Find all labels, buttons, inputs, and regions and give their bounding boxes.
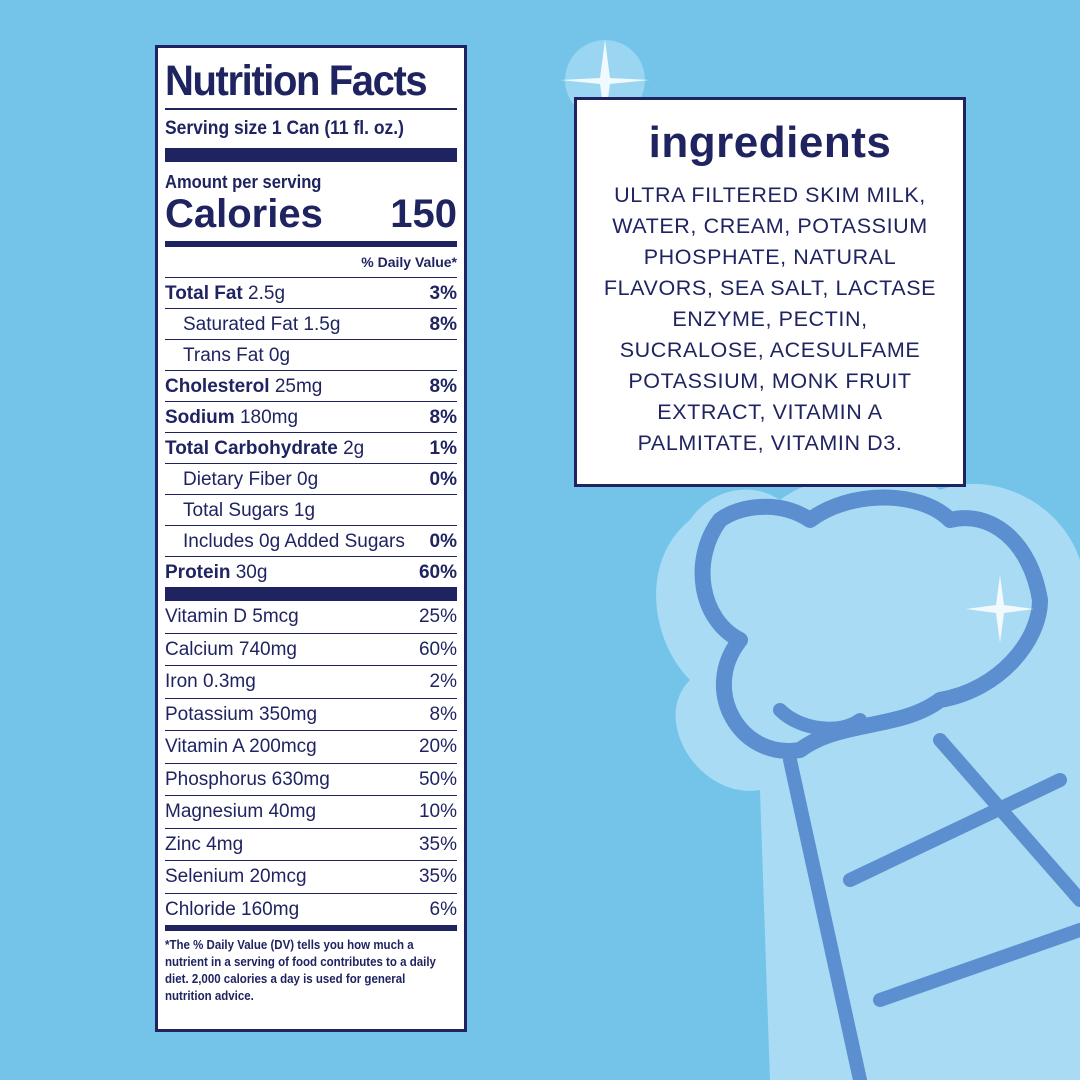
- nutrient-amount: 2g: [343, 438, 365, 459]
- nutrient-dv: 0%: [429, 469, 457, 490]
- nutrient-amount: 0g: [297, 469, 319, 490]
- vitamin-name: Selenium 20mcg: [165, 866, 307, 887]
- nutrient-name: Cholesterol: [165, 376, 270, 397]
- vitamin-row: Calcium 740mg 60%: [165, 632, 457, 666]
- vitamin-dv: 10%: [418, 801, 457, 822]
- vitamin-name: Vitamin A 200mcg: [165, 736, 317, 757]
- vitamin-row: Zinc 4mg 35%: [165, 827, 457, 861]
- nutrient-amount: 25mg: [274, 376, 323, 397]
- nutrition-facts-label: Nutrition Facts Serving size 1 Can (11 f…: [155, 45, 467, 1032]
- nutrient-dv: 8%: [429, 407, 457, 428]
- daily-value-header: % Daily Value*: [361, 254, 457, 270]
- nutrient-row: Trans Fat 0g: [165, 339, 457, 370]
- nutrient-row: Dietary Fiber 0g 0%: [165, 463, 457, 494]
- calories-row: Calories 150: [165, 193, 457, 235]
- vitamin-row: Vitamin D 5mcg 25%: [165, 601, 457, 633]
- ingredients-panel: ingredients ULTRA FILTERED SKIM MILK, WA…: [574, 97, 966, 487]
- nutrient-row: Protein 30g 60%: [165, 556, 457, 587]
- nutrient-name: Total Fat: [165, 283, 243, 304]
- nutrient-amount: 180mg: [239, 407, 299, 428]
- vitamin-row: Chloride 160mg 6%: [165, 892, 457, 926]
- vitamin-dv: 8%: [429, 703, 457, 725]
- nutrient-row: Includes 0g Added Sugars 0%: [165, 525, 457, 556]
- vitamin-name: Chloride 160mg: [165, 898, 300, 920]
- nutrient-row: Sodium 180mg 8%: [165, 401, 457, 432]
- sparkle-icon: [966, 575, 1034, 643]
- nutrient-dv: 60%: [418, 562, 457, 583]
- vitamin-dv: 60%: [418, 638, 457, 660]
- vitamin-row: Iron 0.3mg 2%: [165, 665, 457, 698]
- nutrient-dv: 0%: [429, 531, 457, 552]
- nutrient-name: Total Carbohydrate: [165, 438, 338, 459]
- vitamin-name: Magnesium 40mg: [165, 801, 317, 822]
- vitamin-dv: 25%: [418, 606, 457, 627]
- vitamin-dv: 20%: [418, 736, 457, 757]
- nutrient-row: Saturated Fat 1.5g 8%: [165, 308, 457, 339]
- vitamin-name: Calcium 740mg: [165, 638, 297, 660]
- nutrient-name: Sodium: [165, 407, 235, 428]
- vitamin-row: Magnesium 40mg 10%: [165, 795, 457, 828]
- nutrition-title: Nutrition Facts: [165, 57, 428, 105]
- nutrient-name: Trans Fat: [183, 345, 264, 366]
- footnote: *The % Daily Value (DV) tells you how mu…: [165, 938, 436, 1003]
- vitamin-name: Potassium 350mg: [165, 703, 318, 725]
- vitamin-dv: 6%: [429, 898, 457, 920]
- ingredients-text: ULTRA FILTERED SKIM MILK, WATER, CREAM, …: [603, 183, 937, 455]
- vitamin-row: Selenium 20mcg 35%: [165, 860, 457, 893]
- vitamin-name: Iron 0.3mg: [165, 671, 256, 692]
- serving-size: Serving size 1 Can (11 fl. oz.): [165, 118, 404, 139]
- nutrient-dv: 8%: [429, 314, 457, 335]
- nutrient-row: Total Fat 2.5g 3%: [165, 277, 457, 308]
- vitamin-name: Vitamin D 5mcg: [165, 606, 299, 627]
- calories-value: 150: [390, 192, 457, 236]
- vitamin-dv: 2%: [429, 671, 457, 692]
- nutrient-amount: 30g: [235, 562, 268, 583]
- nutrient-amount: 1.5g: [303, 314, 341, 335]
- ingredients-title: ingredients: [648, 118, 892, 167]
- nutrient-amount: 1g: [293, 500, 316, 521]
- vitamin-row: Potassium 350mg 8%: [165, 697, 457, 731]
- nutrient-name: Protein: [165, 562, 231, 583]
- vitamin-row: Phosphorus 630mg 50%: [165, 762, 457, 796]
- nutrient-amount: 0g: [268, 345, 291, 366]
- nutrient-row: Cholesterol 25mg 8%: [165, 370, 457, 401]
- vitamin-dv: 50%: [418, 768, 457, 790]
- calories-label: Calories: [165, 192, 323, 236]
- nutrient-row: Total Sugars 1g: [165, 494, 457, 525]
- nutrient-dv: 1%: [429, 438, 457, 459]
- vitamin-name: Zinc 4mg: [165, 833, 244, 855]
- amount-per-serving: Amount per serving: [165, 172, 322, 192]
- vitamin-name: Phosphorus 630mg: [165, 768, 330, 790]
- vitamin-dv: 35%: [418, 833, 457, 855]
- nutrient-name: Dietary Fiber: [183, 469, 292, 490]
- nutrient-name: Saturated Fat: [183, 314, 299, 335]
- nutrient-name: Includes 0g Added Sugars: [183, 531, 405, 552]
- nutrient-amount: 2.5g: [248, 283, 286, 304]
- nutrient-dv: 8%: [429, 376, 457, 397]
- nutrient-row: Total Carbohydrate 2g 1%: [165, 432, 457, 463]
- nutrient-dv: 3%: [429, 283, 457, 304]
- vitamin-row: Vitamin A 200mcg 20%: [165, 730, 457, 763]
- nutrient-name: Total Sugars: [183, 500, 289, 521]
- vitamin-dv: 35%: [418, 866, 457, 887]
